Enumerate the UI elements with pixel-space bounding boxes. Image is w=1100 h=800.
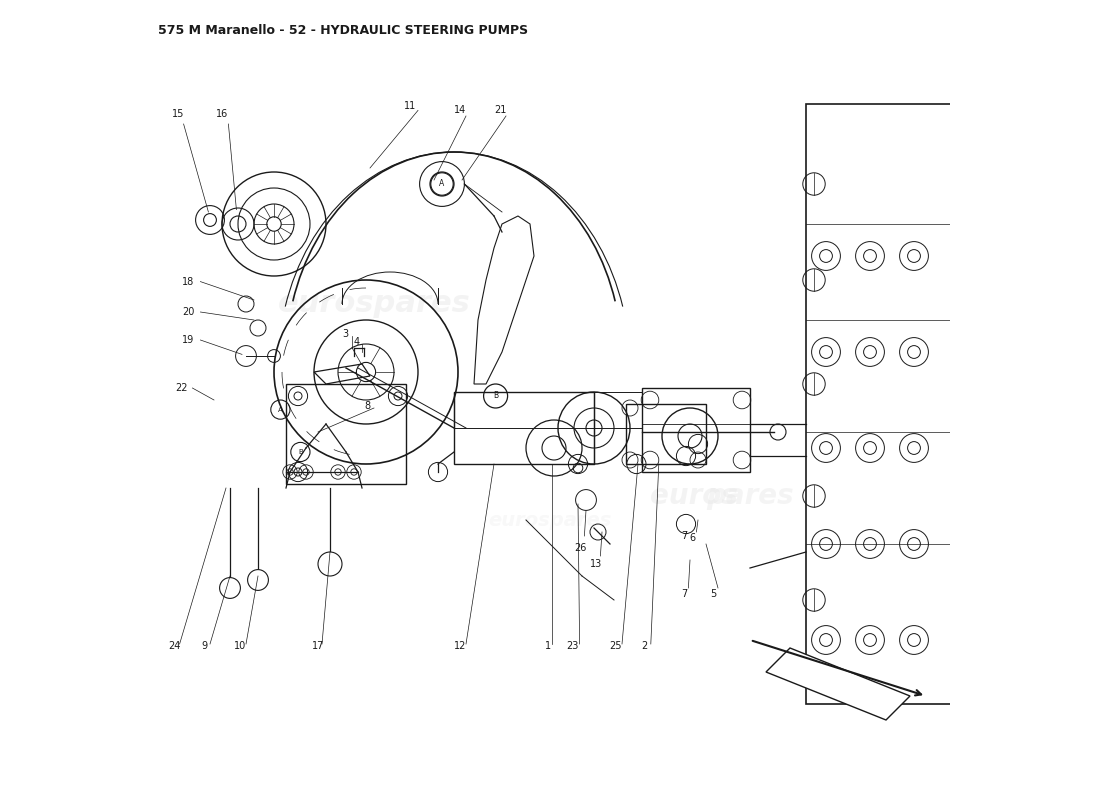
- Text: B: B: [298, 449, 302, 455]
- Text: 3: 3: [342, 329, 349, 338]
- Text: 20: 20: [183, 307, 195, 317]
- Text: 25: 25: [609, 642, 622, 651]
- Text: 5: 5: [711, 589, 716, 598]
- Text: 12: 12: [454, 642, 466, 651]
- Text: 7: 7: [681, 531, 688, 541]
- Text: eurospares: eurospares: [488, 510, 612, 530]
- Text: pares: pares: [706, 482, 794, 510]
- Text: 575 M Maranello - 52 - HYDRAULIC STEERING PUMPS: 575 M Maranello - 52 - HYDRAULIC STEERIN…: [158, 24, 528, 37]
- Text: 21: 21: [494, 106, 507, 115]
- Text: 7: 7: [681, 589, 688, 598]
- Text: B: B: [493, 391, 498, 401]
- Circle shape: [248, 570, 268, 590]
- Text: A: A: [278, 406, 283, 413]
- Text: 18: 18: [183, 277, 195, 286]
- Text: 8: 8: [364, 402, 371, 411]
- Text: 26: 26: [574, 543, 586, 553]
- Text: 10: 10: [234, 642, 246, 651]
- Circle shape: [394, 392, 402, 400]
- Text: 9: 9: [201, 642, 208, 651]
- Text: 15: 15: [172, 109, 184, 118]
- Circle shape: [294, 468, 302, 476]
- Text: A: A: [439, 179, 444, 189]
- Text: 13: 13: [591, 559, 603, 569]
- Text: 17: 17: [311, 642, 324, 651]
- Text: 4: 4: [353, 338, 360, 347]
- Text: euros: euros: [650, 482, 738, 510]
- Polygon shape: [766, 648, 910, 720]
- Text: eurospares: eurospares: [277, 290, 471, 318]
- Text: 24: 24: [168, 642, 180, 651]
- Text: 6: 6: [690, 533, 695, 542]
- Text: 19: 19: [183, 335, 195, 345]
- Text: 11: 11: [404, 102, 416, 111]
- Circle shape: [294, 392, 302, 400]
- Circle shape: [220, 578, 241, 598]
- Bar: [626, 404, 706, 464]
- Text: 22: 22: [176, 383, 188, 393]
- Text: 16: 16: [216, 109, 228, 118]
- Circle shape: [318, 552, 342, 576]
- Text: 23: 23: [566, 642, 579, 651]
- Bar: [454, 392, 594, 464]
- Text: 1: 1: [546, 642, 551, 651]
- Text: 2: 2: [641, 642, 648, 651]
- Text: 14: 14: [454, 106, 466, 115]
